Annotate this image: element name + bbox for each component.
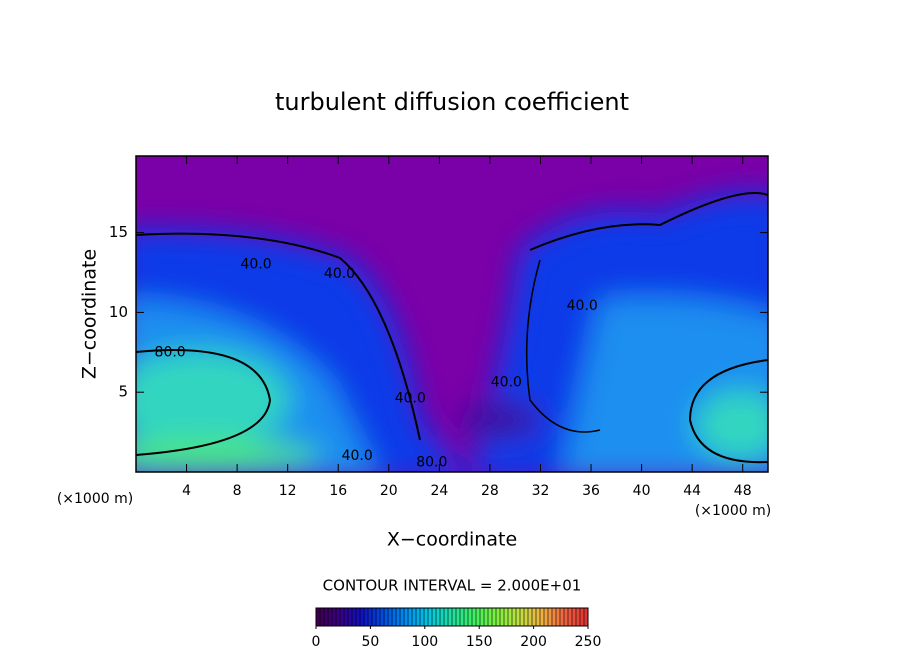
x-axis-label: X−coordinate: [387, 529, 517, 551]
x-unit: (×1000 m): [57, 491, 133, 507]
field: [136, 156, 768, 472]
contour-label: 40.0: [395, 391, 426, 407]
contour-label: 80.0: [155, 344, 186, 360]
contour-label: 40.0: [240, 257, 271, 273]
contour-label: 80.0: [416, 454, 447, 470]
x-tick-label: 16: [329, 483, 347, 499]
chart-title: turbulent diffusion coefficient: [275, 88, 629, 116]
y-tick-label: 15: [109, 223, 128, 241]
colorbar-tick-label: 100: [411, 634, 438, 650]
colorbar-tick-label: 200: [520, 634, 547, 650]
x-tick-label: 44: [683, 483, 701, 499]
plot-frame: [135, 155, 769, 473]
x-unit: (×1000 m): [695, 503, 771, 519]
colorbar-tick-label: 150: [466, 634, 493, 650]
contour-label: 40.0: [567, 298, 598, 314]
contour-label: 40.0: [491, 375, 522, 391]
x-tick-label: 48: [734, 483, 752, 499]
colorbar-tick-label: 250: [575, 634, 602, 650]
x-tick-label: 4: [182, 483, 191, 499]
y-tick-label: 10: [109, 303, 128, 321]
colorbar-tick-label: 0: [312, 634, 321, 650]
colorbar-label: CONTOUR INTERVAL = 2.000E+01: [323, 577, 582, 595]
x-tick-label: 24: [430, 483, 448, 499]
x-tick-label: 12: [279, 483, 297, 499]
x-tick-label: 36: [582, 483, 600, 499]
y-tick-label: 5: [118, 383, 128, 401]
contour-label: 40.0: [324, 266, 355, 282]
contour-label: 40.0: [342, 448, 373, 464]
x-tick-label: 32: [532, 483, 550, 499]
x-tick-label: 20: [380, 483, 398, 499]
y-axis-label: Z−coordinate: [79, 249, 101, 379]
colorbar-tick-label: 50: [361, 634, 379, 650]
x-tick-label: 40: [633, 483, 651, 499]
x-tick-label: 8: [233, 483, 242, 499]
x-tick-label: 28: [481, 483, 499, 499]
